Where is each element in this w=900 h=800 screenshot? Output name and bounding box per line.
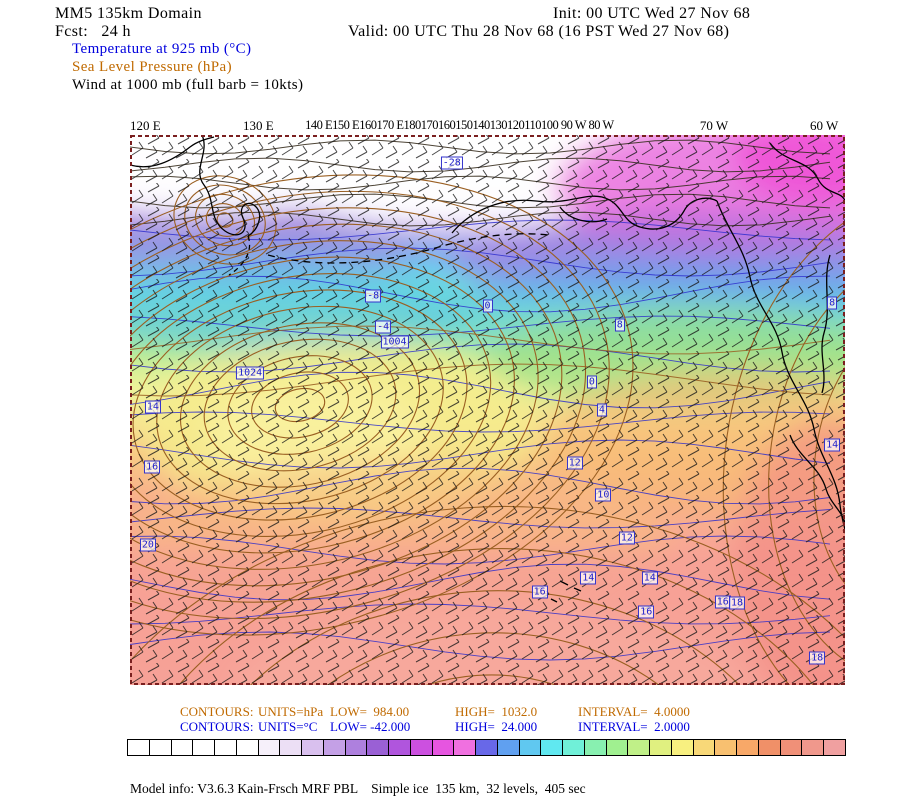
colorbar-cell: [323, 740, 346, 755]
legend-slp-interval: INTERVAL= 4.0000: [578, 704, 690, 719]
model-info: Model info: V3.6.3 Kain-Frsch MRF PBL Si…: [130, 781, 586, 796]
colorbar-cell: [215, 740, 237, 755]
colorbar-cell: [802, 740, 824, 755]
colorbar-cell: [519, 740, 542, 755]
legend-slp-high: HIGH= 1032.0: [455, 704, 538, 719]
colorbar-cell: [193, 740, 215, 755]
colorbar-cell: [432, 740, 455, 755]
legend-temp-units: UNITS=°C: [258, 719, 318, 734]
colorbar-cell: [258, 740, 281, 755]
plot-title: MM5 135km Domain: [55, 5, 202, 22]
legend-slp-low: LOW= 984.00: [330, 704, 410, 719]
lon-label: 120 E: [130, 118, 161, 133]
colorbar-cell: [671, 740, 694, 755]
colorbar-cell: [824, 740, 845, 755]
colorbar-cell: [563, 740, 585, 755]
colorbar-cell: [693, 740, 716, 755]
map-border: [130, 135, 845, 685]
colorbar-cell: [454, 740, 476, 755]
colorbar-cell: [780, 740, 803, 755]
field-wind-label: Wind at 1000 mb (full barb = 10kts): [72, 77, 304, 93]
legend-temp-contours: CONTOURS:: [180, 719, 254, 734]
lon-label: 130 E: [242, 118, 274, 133]
colorbar-cell: [149, 740, 172, 755]
field-temperature-label: Temperature at 925 mb (°C): [72, 41, 252, 57]
colorbar-cell: [410, 740, 433, 755]
valid-time: Valid: 00 UTC Thu 28 Nov 68 (16 PST Wed …: [348, 23, 730, 40]
colorbar-cell: [650, 740, 672, 755]
colorbar-cell: [541, 740, 563, 755]
colorbar-cell: [128, 740, 150, 755]
legend-temp-low: LOW= -42.000: [330, 719, 411, 734]
legend-slp-units: UNITS=hPa: [258, 704, 324, 719]
lon-label: 140 E150 E160170 E1801701601501401301201…: [305, 118, 614, 132]
field-slp-label: Sea Level Pressure (hPa): [72, 59, 232, 75]
legend-slp-contours: CONTOURS:: [180, 704, 254, 719]
colorbar-cell: [715, 740, 737, 755]
map: -28 -8 -4 1004 1024 0 8 8 0 4 14 16 20 12 10 14 12 14 14 16…: [130, 135, 845, 685]
legend-temp-interval: INTERVAL= 2.0000: [578, 719, 690, 734]
colorbar-cell: [497, 740, 520, 755]
legend-temp-high: HIGH= 24.000: [455, 719, 538, 734]
longitude-axis: 120 E 130 E 140 E150 E160170 E180170160150…: [130, 118, 845, 133]
colorbar-cell: [171, 740, 194, 755]
lon-label: 60 W: [809, 118, 839, 133]
colorbar-cell: [584, 740, 607, 755]
colorbar-cell: [345, 740, 368, 755]
colorbar-cell: [476, 740, 498, 755]
lon-label: 70 W: [699, 118, 729, 133]
colorbar-cell: [758, 740, 781, 755]
colorbar-cell: [737, 740, 759, 755]
colorbar-cell: [606, 740, 629, 755]
colorbar: [127, 739, 846, 756]
colorbar-cell: [628, 740, 650, 755]
colorbar-cell: [236, 740, 259, 755]
colorbar-cell: [280, 740, 302, 755]
colorbar-cell: [302, 740, 324, 755]
colorbar-cell: [367, 740, 389, 755]
init-time: Init: 00 UTC Wed 27 Nov 68: [553, 5, 751, 22]
colorbar-cell: [389, 740, 411, 755]
weather-map-canvas: [130, 135, 845, 685]
wind-barbs-layer: [130, 135, 845, 685]
forecast-hour: Fcst: 24 h: [55, 23, 131, 40]
